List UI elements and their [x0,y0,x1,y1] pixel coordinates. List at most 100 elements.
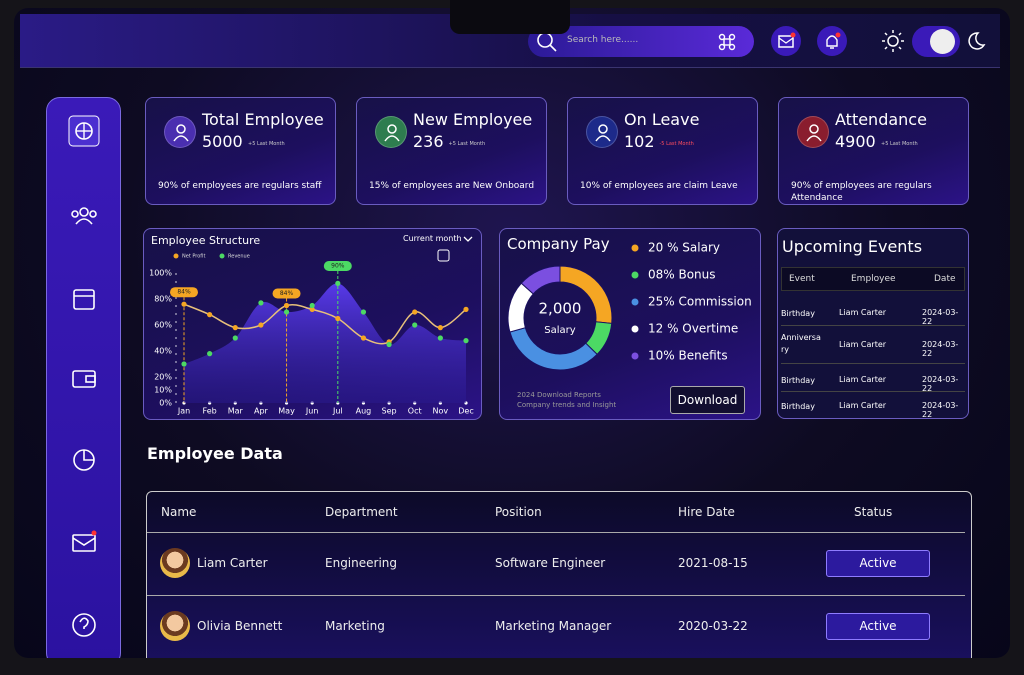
y-tick-label: 0% [159,399,172,408]
legend-label: 10% Benefits [648,349,728,363]
legend-marker [631,352,639,360]
legend-marker [631,271,639,279]
avatar [160,548,190,578]
line-chart: Net Profit Revenue 0% 10% 20% 40% 60% 80% 100% Ja… [149,236,474,416]
stat-title: On Leave [624,110,700,129]
stat-title: New Employee [413,110,533,129]
dark-mode-icon[interactable] [966,31,986,51]
net-profit-point [437,325,443,331]
notification-button[interactable] [817,26,847,56]
sidebar [46,97,121,658]
reports-icon[interactable] [73,449,95,471]
x-tick-label: Jul [332,407,343,416]
stat-note: -5 Last Month [659,141,694,147]
net-profit-point [463,306,469,312]
help-icon[interactable] [72,613,96,637]
upcoming-events-card: Upcoming Events Event Employee Date Birthday… [777,228,969,419]
net-profit-point [283,302,290,309]
stat-note: +5 Last Month [448,141,486,147]
employee-structure-card: Employee Structure Current month Net Profi… [143,228,482,420]
employees-icon[interactable] [71,207,97,225]
legend-marker [631,325,639,333]
events-title: Upcoming Events [782,237,923,256]
revenue-area [184,283,466,403]
notch [450,0,570,34]
y-tick-label: 10% [154,386,172,395]
events-cell: Liam Carter [839,340,887,349]
stat-card: Attendance 4900 +5 Last Month 90% of employ… [778,97,969,205]
stat-note: +5 Last Month [881,141,918,147]
light-mode-icon[interactable] [881,29,905,53]
table-cell: 2021-08-15 [678,556,748,570]
dashboard-icon[interactable] [68,115,100,147]
revenue-point [309,302,315,309]
stat-card: Total Employee 5000 +5 Last Month 90% of em… [145,97,336,205]
table-header: Name [161,505,197,519]
theme-toggle[interactable] [912,26,960,57]
chart-filter[interactable]: Current month [403,234,462,243]
stat-icon [586,116,618,148]
net-profit-point [181,301,187,307]
annotation-pill [323,261,352,271]
net-profit-point [412,309,418,315]
events-cell: Birthday [781,376,815,385]
calendar-icon[interactable] [73,289,95,310]
messages-icon[interactable] [72,530,97,552]
table-cell: Software Engineer [495,556,606,570]
download-button[interactable]: Download [670,386,745,414]
status-button[interactable]: Active [826,613,930,640]
table-cell: Engineering [325,556,397,570]
legend-marker [219,253,225,259]
revenue-point [258,300,264,306]
legend-marker [631,244,639,252]
x-tick-label: Mar [228,407,244,416]
footer-title: 2024 Download Reports [517,391,601,399]
events-divider [781,325,965,326]
x-tick-label: Apr [254,407,269,416]
status-button[interactable]: Active [826,550,930,577]
stat-icon [375,116,407,148]
mail-button[interactable] [771,26,801,56]
revenue-point [437,335,443,341]
events-divider [781,391,965,392]
screen: Search here...... Total Employee 5000 +5 L… [14,8,1010,658]
events-divider [781,363,965,364]
events-cell: 2024-03-22 [922,401,959,419]
y-tick-label: 60% [154,321,172,330]
x-tick-label: Oct [408,407,422,416]
events-cell: Birthday [781,402,815,411]
revenue-point [386,341,392,348]
x-tick-label: Jan [177,407,190,416]
table-cell: Marketing [325,619,385,633]
events-header: Date [934,274,956,284]
net-profit-point [232,325,238,331]
events-cell: Birthday [781,309,815,318]
events-cell: Anniversary [781,333,821,354]
search-placeholder: Search here...... [567,35,639,45]
stat-icon [797,116,829,148]
table-header: Hire Date [678,505,735,519]
events-header: Employee [851,274,896,284]
legend-label: 20 % Salary [648,241,720,255]
search-box[interactable]: Search here...... [528,26,754,57]
legend-label: Net Profit [182,254,205,260]
annotation-pill [272,288,301,299]
stat-title: Attendance [835,110,927,129]
wallet-icon[interactable] [72,370,96,388]
export-icon[interactable] [437,249,450,262]
legend-marker [173,253,179,259]
x-tick-label: Jun [305,407,319,416]
annotation-label: 84% [280,290,294,297]
revenue-point [283,309,290,315]
stat-description: 10% of employees are claim Leave [580,181,738,191]
row-divider [147,595,965,596]
revenue-point [207,351,213,357]
search-icon [537,32,557,52]
revenue-point [335,280,341,286]
y-tick-label: 80% [154,295,172,304]
revenue-point [360,309,367,315]
x-tick-label: Dec [458,407,473,416]
stat-icon [164,116,196,148]
